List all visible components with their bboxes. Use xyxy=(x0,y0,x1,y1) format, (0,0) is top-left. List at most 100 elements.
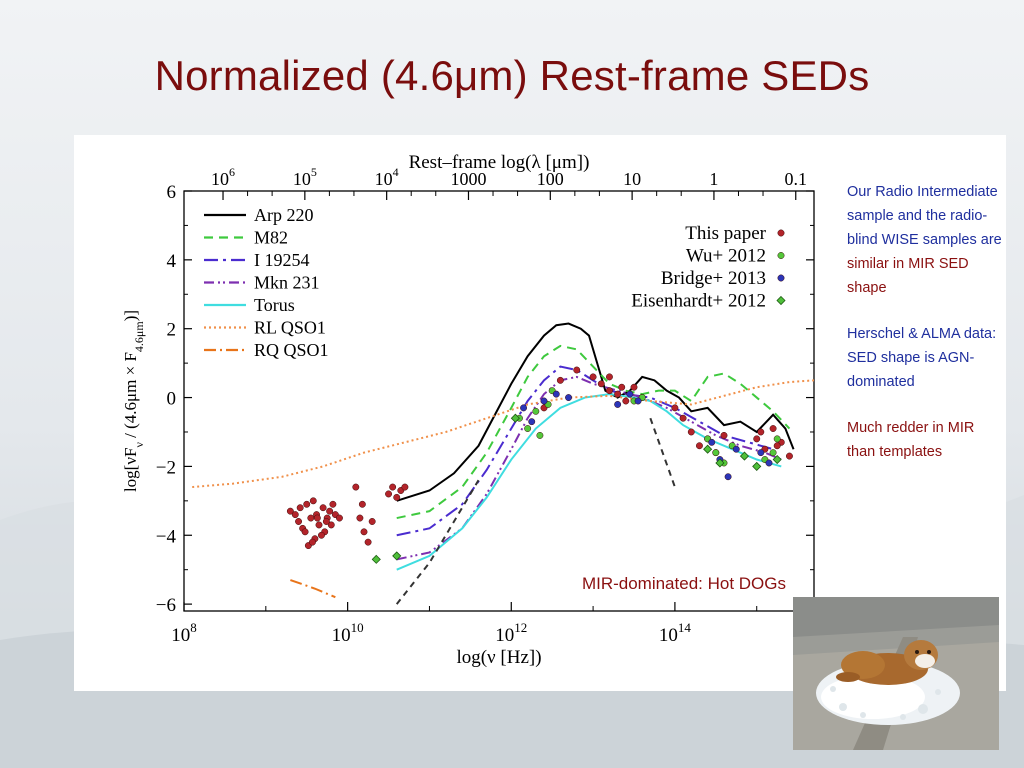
data-point xyxy=(385,490,392,498)
data-point xyxy=(301,528,309,536)
note-text: Much redder in MIR than templates xyxy=(847,420,975,460)
y-tick-label: −2 xyxy=(156,457,176,478)
data-point xyxy=(532,407,540,415)
data-point xyxy=(753,435,761,443)
series-line-rq-qso1 xyxy=(290,579,336,599)
data-point xyxy=(318,531,325,539)
data-point xyxy=(679,414,687,422)
data-point xyxy=(687,428,695,436)
data-point xyxy=(520,404,527,412)
data-point xyxy=(634,397,642,405)
slide-title: Normalized (4.6μm) Rest-frame SEDs xyxy=(154,52,870,99)
data-point xyxy=(296,504,304,512)
y-tick-label: −6 xyxy=(156,595,176,616)
data-point xyxy=(720,431,728,439)
x-tick-label: 1012 xyxy=(495,620,527,646)
data-point xyxy=(606,387,613,395)
data-point xyxy=(589,373,597,381)
legend-marker xyxy=(777,274,785,282)
data-point xyxy=(769,449,777,457)
data-point xyxy=(573,366,581,374)
note-redder-mir: Much redder in MIR than templates xyxy=(847,416,1002,464)
series-line-model-8 xyxy=(649,417,676,488)
data-point xyxy=(510,413,520,423)
data-point xyxy=(622,397,630,405)
data-point xyxy=(703,444,713,454)
top-tick-label: 105 xyxy=(293,165,317,189)
data-point xyxy=(356,514,364,522)
data-point xyxy=(303,500,311,508)
legend-label: Mkn 231 xyxy=(254,273,320,293)
data-point xyxy=(618,383,626,391)
data-point xyxy=(319,504,327,512)
data-point xyxy=(552,390,560,398)
data-point xyxy=(597,380,605,388)
data-point xyxy=(614,390,622,398)
series-line-model-7 xyxy=(395,479,480,605)
data-point xyxy=(329,500,337,508)
legend-label: I 19254 xyxy=(254,250,310,270)
data-point xyxy=(524,425,532,432)
x-axis-label: log(ν [Hz]) xyxy=(456,647,541,668)
y-tick-label: −4 xyxy=(156,526,177,547)
data-point xyxy=(732,445,740,453)
x-tick-label: 108 xyxy=(171,620,197,646)
legend-label: RL QSO1 xyxy=(254,318,326,338)
top-tick-label: 106 xyxy=(211,165,235,189)
legend-marker xyxy=(776,295,786,306)
data-point xyxy=(401,483,409,491)
data-point xyxy=(392,551,402,561)
data-point xyxy=(765,459,773,467)
data-point xyxy=(307,514,315,522)
data-point xyxy=(286,507,294,515)
plot-frame xyxy=(183,190,815,612)
legend-label: Torus xyxy=(254,295,295,315)
data-point xyxy=(336,514,343,522)
top-tick-label: 104 xyxy=(375,165,399,189)
data-point xyxy=(757,428,765,436)
data-point xyxy=(712,449,720,457)
data-point xyxy=(715,458,725,468)
x-tick-label: 1010 xyxy=(332,620,364,646)
series-line-i-19254 xyxy=(396,365,774,537)
data-point xyxy=(614,400,622,408)
y-tick-label: 0 xyxy=(167,389,177,410)
legend-label: This paper xyxy=(685,223,766,244)
data-point xyxy=(322,518,330,525)
data-point xyxy=(696,442,703,450)
data-point xyxy=(671,404,679,412)
series-line-rl-qso1 xyxy=(192,379,814,489)
data-point xyxy=(772,454,782,465)
data-point xyxy=(309,497,317,505)
data-point xyxy=(309,538,316,546)
data-point xyxy=(327,521,335,529)
data-point xyxy=(536,431,544,439)
legend-marker xyxy=(777,252,785,259)
data-point xyxy=(364,538,372,546)
chart-annotation: MIR-dominated: Hot DOGs xyxy=(582,574,786,593)
data-point xyxy=(626,390,634,398)
note-text: similar in MIR SED shape xyxy=(847,256,969,296)
data-point xyxy=(326,507,334,515)
data-point xyxy=(773,435,781,443)
bulldog-on-ice-photo xyxy=(793,597,999,750)
legend-label: M82 xyxy=(254,228,288,248)
series-line-m82 xyxy=(396,344,791,520)
data-point xyxy=(708,438,716,446)
legend-label: Bridge+ 2013 xyxy=(661,268,766,289)
series-line-mkn-231 xyxy=(396,375,782,561)
legend-marker xyxy=(777,229,785,237)
data-point xyxy=(295,518,302,525)
top-axis-label: Rest–frame log(λ [μm]) xyxy=(409,152,590,173)
top-tick-label: 0.1 xyxy=(785,169,808,189)
legend-label: RQ QSO1 xyxy=(254,340,329,360)
data-point xyxy=(540,397,548,405)
data-point xyxy=(630,383,638,391)
top-tick-label: 100 xyxy=(537,169,564,189)
legend-label: Arp 220 xyxy=(254,205,314,225)
note-agn-dominated: Herschel & ALMA data: SED shape is AGN-d… xyxy=(847,322,1002,394)
data-point xyxy=(565,394,572,402)
data-point xyxy=(773,442,781,450)
x-tick-label: 1014 xyxy=(659,620,692,646)
